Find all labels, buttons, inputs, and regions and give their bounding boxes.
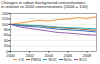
svg-text:2004: 2004 xyxy=(44,53,52,57)
svg-text:120: 120 xyxy=(2,17,8,21)
svg-text:2006: 2006 xyxy=(64,53,72,57)
svg-text:80: 80 xyxy=(4,28,8,32)
html-text:NO2: NO2 xyxy=(48,57,57,62)
svg-text:60: 60 xyxy=(4,33,8,37)
svg-text:2008: 2008 xyxy=(83,53,91,57)
html-text:O3: O3 xyxy=(18,57,24,62)
html-text:SO2: SO2 xyxy=(78,57,87,62)
html-text:PM10: PM10 xyxy=(31,57,41,62)
svg-text:40: 40 xyxy=(4,39,8,43)
svg-text:20: 20 xyxy=(4,44,8,48)
html-text:in relation to 2000 concentrat: in relation to 2000 concentrations (2000… xyxy=(1,4,88,10)
svg-text:2000: 2000 xyxy=(6,53,14,57)
svg-text:140: 140 xyxy=(2,11,8,15)
svg-text:0: 0 xyxy=(5,49,8,54)
svg-text:2002: 2002 xyxy=(25,53,33,57)
html-text:Changes in urban background co: Changes in urban background concentratio… xyxy=(1,0,86,5)
svg-text:100: 100 xyxy=(2,22,8,26)
html-text:NOx: NOx xyxy=(63,57,72,62)
